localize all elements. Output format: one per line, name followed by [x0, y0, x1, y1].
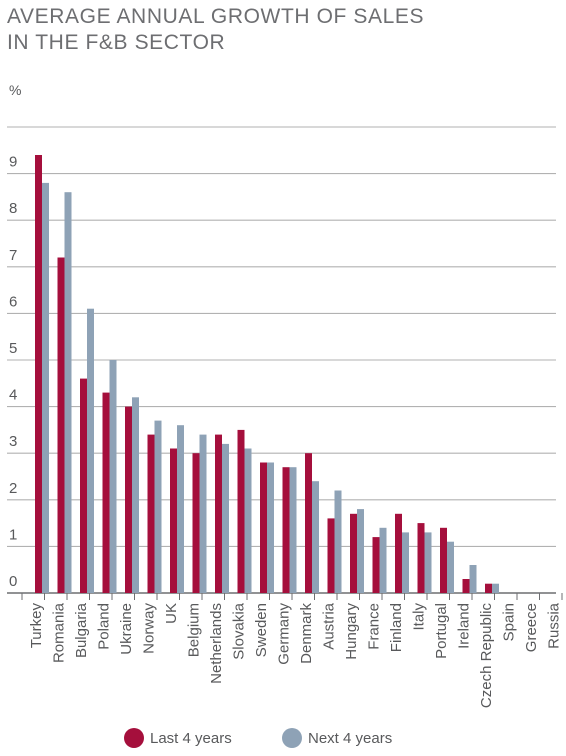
- bar-romania-next-4-years: [64, 192, 72, 593]
- bar-norway-next-4-years: [154, 420, 162, 593]
- x-tick-label-hungary: Hungary: [343, 603, 360, 660]
- y-tick-label-3: 3: [9, 433, 17, 450]
- y-tick-label-5: 5: [9, 340, 17, 357]
- y-tick-label-4: 4: [9, 387, 17, 404]
- x-tick-label-belgium: Belgium: [186, 603, 203, 657]
- x-tick-label-uk: UK: [163, 603, 180, 624]
- x-tick-label-slovakia: Slovakia: [231, 602, 248, 659]
- y-tick-label-2: 2: [9, 480, 17, 497]
- bar-france-next-4-years: [379, 527, 387, 593]
- bar-poland-last-4-years: [102, 392, 110, 593]
- y-tick-label-1: 1: [9, 526, 17, 543]
- y-tick-label-7: 7: [9, 247, 17, 264]
- legend-label-last-4-years: Last 4 years: [150, 729, 232, 747]
- bar-slovakia-last-4-years: [237, 429, 245, 593]
- bar-belgium-last-4-years: [192, 453, 200, 593]
- y-axis-unit-label: %: [9, 82, 22, 98]
- bar-turkey-last-4-years: [35, 155, 42, 593]
- bar-uk-next-4-years: [177, 425, 184, 593]
- x-tick-label-greece: Greece: [523, 603, 540, 652]
- x-tick-label-germany: Germany: [276, 603, 293, 665]
- x-tick-label-france: France: [366, 603, 383, 650]
- bar-germany-last-4-years: [282, 467, 290, 593]
- chart-title-line-2: IN THE F&B SECTOR: [7, 31, 226, 54]
- x-tick-label-spain: Spain: [501, 603, 518, 641]
- y-tick-label-0: 0: [9, 573, 17, 590]
- x-tick-label-bulgaria: Bulgaria: [73, 602, 90, 658]
- x-tick-label-norway: Norway: [141, 603, 158, 654]
- bar-finland-last-4-years: [395, 513, 402, 593]
- x-tick-label-italy: Italy: [411, 603, 428, 631]
- bar-france-last-4-years: [372, 537, 380, 593]
- bar-poland-next-4-years: [109, 360, 117, 593]
- chart-title: AVERAGE ANNUAL GROWTH OF SALES IN THE F&…: [7, 4, 424, 56]
- bar-turkey-next-4-years: [42, 182, 49, 593]
- legend-label-next-4-years: Next 4 years: [308, 729, 393, 747]
- bar-norway-last-4-years: [147, 434, 155, 593]
- bar-ireland-next-4-years: [469, 565, 477, 593]
- x-tick-label-netherlands: Netherlands: [208, 603, 225, 684]
- bar-finland-next-4-years: [402, 532, 409, 593]
- x-tick-label-ukraine: Ukraine: [118, 603, 135, 655]
- bar-portugal-next-4-years: [447, 541, 454, 593]
- legend-swatch-next-4-years: [282, 728, 302, 748]
- y-tick-label-8: 8: [9, 200, 17, 217]
- bar-czech-republic-last-4-years: [485, 583, 492, 593]
- x-tick-label-romania: Romania: [51, 602, 68, 663]
- bar-ukraine-next-4-years: [132, 397, 139, 593]
- bar-italy-last-4-years: [417, 523, 425, 593]
- bar-chart: 0 1 2 3 4 5 6 7 8 9 Turkey Romania Bulgaria Poland Ukr…: [7, 126, 563, 709]
- bar-sweden-last-4-years: [260, 462, 267, 593]
- bar-italy-next-4-years: [424, 532, 432, 593]
- bar-denmark-last-4-years: [305, 453, 312, 593]
- bar-bulgaria-next-4-years: [87, 308, 94, 593]
- bar-denmark-next-4-years: [312, 481, 319, 593]
- bar-belgium-next-4-years: [199, 434, 207, 593]
- x-tick-label-denmark: Denmark: [298, 603, 315, 664]
- bar-bulgaria-last-4-years: [80, 378, 87, 593]
- bar-germany-next-4-years: [289, 467, 297, 593]
- bar-hungary-last-4-years: [350, 513, 357, 593]
- x-tick-label-czech-republic: Czech Republic: [478, 603, 495, 709]
- bar-ukraine-last-4-years: [125, 406, 132, 593]
- chart-legend: Last 4 years Next 4 years: [0, 728, 566, 752]
- bar-uk-last-4-years: [170, 448, 177, 593]
- bar-austria-next-4-years: [334, 490, 342, 593]
- bar-hungary-next-4-years: [357, 509, 364, 593]
- bar-slovakia-next-4-years: [244, 448, 252, 593]
- x-tick-label-austria: Austria: [321, 602, 338, 649]
- bar-ireland-last-4-years: [462, 579, 470, 593]
- bar-netherlands-next-4-years: [222, 443, 229, 593]
- bar-austria-last-4-years: [327, 518, 335, 593]
- x-tick-label-sweden: Sweden: [253, 603, 270, 657]
- bar-romania-last-4-years: [57, 257, 65, 593]
- legend-item-next-4-years: Next 4 years: [282, 728, 392, 748]
- x-tick-label-ireland: Ireland: [456, 603, 473, 649]
- bar-netherlands-last-4-years: [215, 434, 222, 593]
- x-tick-label-finland: Finland: [388, 603, 405, 652]
- chart-title-line-1: AVERAGE ANNUAL GROWTH OF SALES: [7, 5, 425, 28]
- bar-czech-republic-next-4-years: [492, 583, 499, 593]
- bar-sweden-next-4-years: [267, 462, 274, 593]
- x-tick-label-russia: Russia: [546, 602, 563, 649]
- bar-portugal-last-4-years: [440, 527, 447, 593]
- legend-swatch-last-4-years: [124, 728, 144, 748]
- y-tick-label-9: 9: [9, 154, 17, 171]
- y-tick-label-6: 6: [9, 293, 17, 310]
- x-tick-label-turkey: Turkey: [28, 603, 45, 649]
- x-tick-label-portugal: Portugal: [433, 603, 450, 659]
- x-tick-label-poland: Poland: [96, 603, 113, 650]
- legend-item-last-4-years: Last 4 years: [124, 728, 232, 748]
